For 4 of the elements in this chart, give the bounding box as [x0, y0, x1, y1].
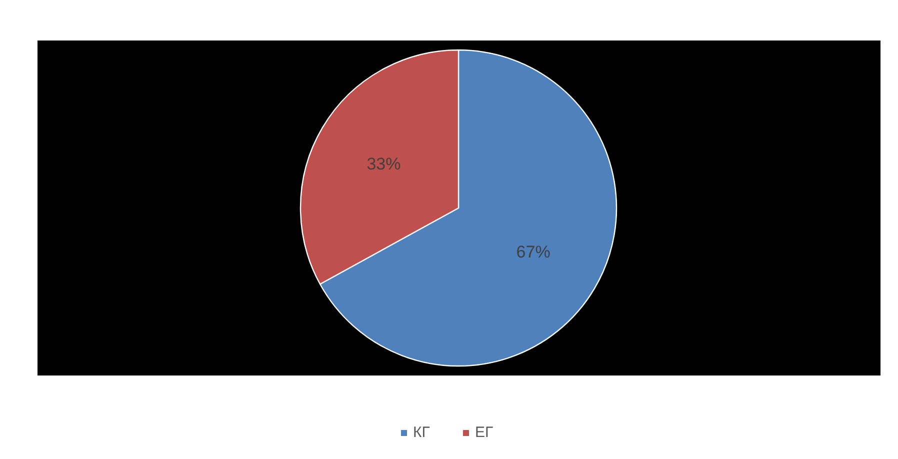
legend-label: КГ	[413, 424, 431, 441]
legend-label: ЕГ	[475, 424, 494, 441]
data-label: 33%	[366, 154, 401, 174]
data-label: 67%	[516, 242, 550, 262]
